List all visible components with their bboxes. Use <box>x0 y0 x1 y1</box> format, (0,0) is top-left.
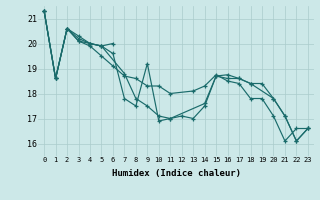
X-axis label: Humidex (Indice chaleur): Humidex (Indice chaleur) <box>111 169 241 178</box>
